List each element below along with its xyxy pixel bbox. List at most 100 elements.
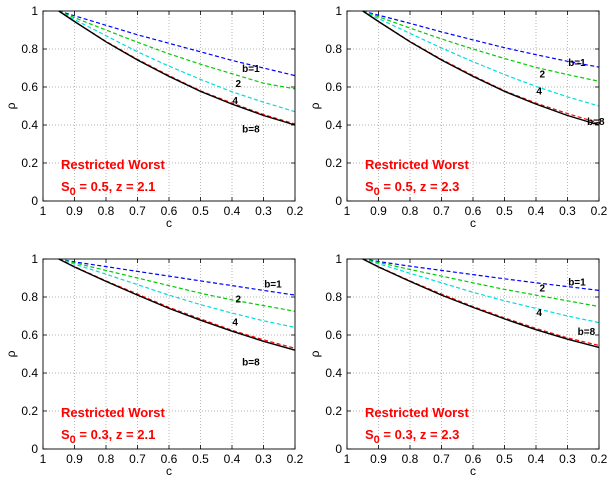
x-tick-label: 0.2 xyxy=(591,204,608,218)
x-tick-label: 0.5 xyxy=(496,452,513,466)
series-line-2 xyxy=(362,10,600,82)
plot-area xyxy=(347,259,599,449)
series-line-solid xyxy=(362,10,600,126)
x-tick-label: 0.6 xyxy=(161,452,178,466)
x-tick-label: 0.8 xyxy=(402,452,419,466)
series-line-4 xyxy=(362,10,600,107)
x-tick-label: 0.3 xyxy=(255,452,272,466)
curve-label: 4 xyxy=(536,308,542,319)
annotation-params: S0 = 0.5, z = 2.1 xyxy=(61,179,155,198)
x-tick-label: 0.3 xyxy=(559,204,576,218)
x-tick-label: 0.5 xyxy=(192,452,209,466)
x-tick-label: 1 xyxy=(344,452,351,466)
series-line-4 xyxy=(58,10,296,113)
x-tick-label: 0.9 xyxy=(370,452,387,466)
annotation-symbol: S xyxy=(365,179,374,194)
y-tick-label: 0.4 xyxy=(21,366,38,380)
y-tick-label: 1 xyxy=(31,252,38,266)
x-tick-label: 1 xyxy=(40,204,47,218)
x-tick-label: 0.9 xyxy=(66,204,83,218)
y-tick-label: 0.6 xyxy=(21,328,38,342)
y-tick-label: 0.8 xyxy=(21,290,38,304)
y-tick-label: 0.6 xyxy=(21,80,38,94)
curve-label: b=8 xyxy=(587,117,605,128)
x-tick-label: 0.2 xyxy=(287,204,304,218)
series-line-2 xyxy=(362,258,600,308)
plot-area xyxy=(347,11,599,201)
series-line-4 xyxy=(362,258,600,324)
y-tick-label: 0.2 xyxy=(325,156,342,170)
axes-frame xyxy=(42,258,296,450)
chart-panel-2: 1 0.9 0.8 0.7 0.6 0.5 0.4 0.3 0.2 0 0.2 0.4 0.6 0.8 1 b… xyxy=(308,4,608,230)
annotation-values: = 0.3, z = 2.3 xyxy=(380,427,460,442)
curve-label: b=8 xyxy=(242,357,260,368)
y-tick-label: 0.8 xyxy=(325,290,342,304)
annotation-title: Restricted Worst xyxy=(365,157,469,172)
curve-label: b=1 xyxy=(264,280,282,291)
y-tick-label: 0.8 xyxy=(21,42,38,56)
annotation-params: S0 = 0.3, z = 2.1 xyxy=(61,427,155,446)
curve-label: 4 xyxy=(536,87,542,98)
curve-label: 2 xyxy=(236,79,242,90)
x-tick-label: 0.3 xyxy=(255,204,272,218)
x-tick-label: 0.8 xyxy=(98,452,115,466)
curve-label: 4 xyxy=(232,318,238,329)
x-tick-label: 0.4 xyxy=(528,204,545,218)
axes-frame xyxy=(42,10,296,202)
annotation-symbol: S xyxy=(365,427,374,442)
series-line-solid xyxy=(58,258,296,351)
curve-label: b=8 xyxy=(242,125,260,136)
y-axis-label: ρ xyxy=(4,102,18,109)
annotation-symbol: S xyxy=(61,427,70,442)
x-tick-label: 0.9 xyxy=(66,452,83,466)
x-tick-label: 0.2 xyxy=(591,452,608,466)
y-axis-label: ρ xyxy=(308,102,322,109)
x-tick-label: 0.5 xyxy=(192,204,209,218)
curve-label: 2 xyxy=(236,295,242,306)
series-line-b1 xyxy=(362,258,600,291)
y-tick-label: 1 xyxy=(335,252,342,266)
x-tick-label: 0.6 xyxy=(465,452,482,466)
y-tick-label: 0.2 xyxy=(21,404,38,418)
y-tick-label: 0 xyxy=(31,442,38,456)
chart-panel-3: 1 0.9 0.8 0.7 0.6 0.5 0.4 0.3 0.2 0 0.2 0.4 0.6 0.8 1 b… xyxy=(4,252,304,478)
series-line-2 xyxy=(58,10,296,90)
curve-label: 2 xyxy=(540,70,546,81)
annotation-params: S0 = 0.5, z = 2.3 xyxy=(365,179,459,198)
x-axis-label: c xyxy=(470,464,476,478)
series-line-solid xyxy=(362,258,600,349)
x-tick-label: 0.4 xyxy=(224,204,241,218)
y-tick-label: 0 xyxy=(335,194,342,208)
chart-panel-4: 1 0.9 0.8 0.7 0.6 0.5 0.4 0.3 0.2 0 0.2 0.4 0.6 0.8 1 b… xyxy=(308,252,608,478)
curve-label: b=1 xyxy=(242,64,260,75)
y-tick-label: 0.6 xyxy=(325,328,342,342)
series-line-b1 xyxy=(58,258,296,296)
y-axis-label: ρ xyxy=(308,350,322,357)
y-tick-label: 0.4 xyxy=(325,366,342,380)
x-tick-label: 0.7 xyxy=(129,204,146,218)
x-axis-label: c xyxy=(470,216,476,230)
series-line-4 xyxy=(58,258,296,328)
x-tick-label: 0.8 xyxy=(402,204,419,218)
x-tick-label: 1 xyxy=(40,452,47,466)
axes-frame xyxy=(346,10,600,202)
annotation-title: Restricted Worst xyxy=(365,405,469,420)
annotation-subscript: 0 xyxy=(70,186,76,198)
series-line-b1 xyxy=(362,10,600,68)
chart-panel-1: 1 0.9 0.8 0.7 0.6 0.5 0.4 0.3 0.2 0 0.2 0.4 0.6 0.8 1 b… xyxy=(4,4,304,230)
x-tick-label: 0.7 xyxy=(129,452,146,466)
curve-label: b=1 xyxy=(568,278,586,289)
plot-area xyxy=(43,11,295,201)
x-tick-label: 0.7 xyxy=(433,204,450,218)
x-tick-label: 0.5 xyxy=(496,204,513,218)
annotation-symbol: S xyxy=(61,179,70,194)
annotation-subscript: 0 xyxy=(70,434,76,446)
x-tick-label: 0.6 xyxy=(465,204,482,218)
plot-area xyxy=(43,259,295,449)
x-tick-label: 0.7 xyxy=(433,452,450,466)
curve-label: 2 xyxy=(540,283,546,294)
x-axis-label: c xyxy=(166,464,172,478)
y-tick-label: 0.8 xyxy=(325,42,342,56)
x-axis-label: c xyxy=(166,216,172,230)
